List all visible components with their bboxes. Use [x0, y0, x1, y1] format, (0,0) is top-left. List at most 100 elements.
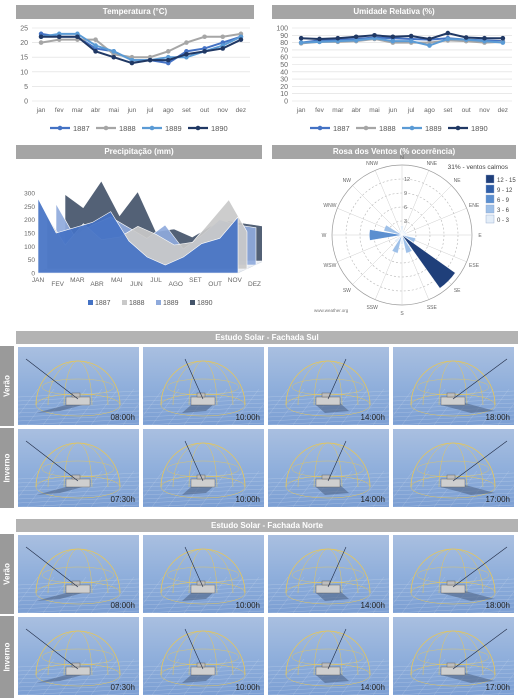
legend-swatch — [485, 194, 495, 204]
solar-scene — [18, 358, 139, 425]
precipitation-chart: Precipitação (mm) 0 50 100 150 200 250 300 JAN F… — [16, 145, 262, 315]
solar-scene — [268, 628, 389, 695]
legend-entry: 0 - 3 — [497, 218, 510, 224]
sun-ray — [452, 628, 508, 670]
spoke — [352, 185, 403, 236]
ground-grid — [372, 403, 389, 425]
building — [446, 580, 456, 586]
sun-ray — [452, 358, 508, 400]
ground-grid — [219, 610, 264, 613]
ring-label: 9 — [404, 191, 407, 197]
ground-grid — [18, 684, 139, 692]
data-point — [147, 57, 153, 63]
direction-label: SW — [343, 288, 351, 294]
x-tick-label: ABR — [90, 281, 104, 288]
data-point — [482, 35, 487, 41]
ground-grid — [340, 470, 369, 507]
x-tick-label: DEZ — [248, 281, 261, 288]
y-tick-label: 40 — [280, 69, 288, 76]
legend-entry-1890: 1890 — [471, 124, 488, 133]
building — [321, 392, 331, 398]
y-tick-label: 25 — [20, 26, 28, 33]
ground-grid — [393, 598, 514, 606]
direction-label: NW — [343, 178, 352, 184]
ground-grid — [393, 414, 514, 422]
y-tick-label: 50 — [28, 257, 36, 264]
building — [315, 478, 341, 488]
y-tick-label: 0 — [31, 271, 35, 278]
solar-tile: 14:00h — [268, 429, 389, 507]
rose-petal-S — [400, 234, 404, 245]
sun-ray — [327, 358, 347, 400]
building-shadow — [316, 591, 349, 601]
direction-label: W — [322, 233, 327, 239]
data-point — [353, 38, 359, 43]
solar-scene — [143, 546, 264, 613]
ground-grid — [18, 602, 139, 610]
ground-grid — [268, 492, 389, 500]
data-point — [202, 49, 207, 54]
x-tick-label: dez — [498, 107, 508, 114]
y-tick-label: 90 — [280, 33, 288, 40]
direction-label: WSW — [324, 263, 337, 269]
data-point — [93, 37, 98, 42]
y-tick-label: 100 — [276, 26, 288, 33]
sun-ray — [25, 440, 79, 482]
ground-grid — [219, 504, 264, 507]
ground-grid — [393, 492, 514, 500]
sun-dome — [416, 378, 490, 396]
x-tick-label: set — [182, 107, 191, 114]
sun-dome — [166, 378, 240, 396]
solar-south-title: Estudo Solar - Fachada Sul — [16, 331, 518, 344]
building — [71, 662, 81, 668]
y-tick-label: 80 — [280, 40, 288, 47]
ground-grid — [433, 576, 462, 613]
ground-grid — [372, 485, 389, 507]
building-shadow — [441, 673, 495, 683]
ground-grid — [268, 680, 389, 688]
solar-scene — [18, 546, 139, 613]
ground-grid — [58, 576, 87, 613]
ground-grid — [340, 576, 369, 613]
ground-grid — [497, 485, 514, 507]
x-tick-label: set — [443, 107, 452, 114]
ground-grid — [268, 414, 389, 422]
y-tick-label: 20 — [280, 84, 288, 91]
rose-petal-WNW — [383, 224, 403, 236]
x-tick-label: nov — [479, 107, 490, 114]
sun-ray — [184, 358, 204, 400]
ground-grid — [215, 470, 244, 507]
ground-grid — [74, 576, 103, 613]
legend-marker — [103, 125, 109, 131]
solar-scene — [393, 628, 514, 695]
sun-dome — [313, 548, 343, 594]
ground-grid — [356, 388, 385, 425]
data-point — [38, 40, 44, 45]
sun-dome — [41, 648, 115, 666]
y-tick-label: 10 — [20, 69, 28, 76]
y-tick-label: 300 — [24, 191, 35, 198]
x-tick-label: mar — [332, 107, 344, 114]
solar-south-summer-label: Verão — [0, 346, 14, 426]
y-tick-label: 15 — [20, 55, 28, 62]
ground-grid — [94, 422, 139, 425]
legend-entry-1890: 1890 — [211, 124, 228, 133]
sun-dome — [291, 378, 365, 396]
ground-grid — [199, 658, 228, 695]
sun-dome — [313, 442, 343, 488]
solar-time-label: 18:00h — [485, 413, 510, 422]
data-point — [38, 34, 44, 40]
x-tick-label: FEV — [51, 281, 64, 288]
legend-entry: 12 - 15 — [497, 178, 516, 184]
legend-swatch — [485, 184, 495, 194]
ground-grid — [393, 410, 514, 418]
ground-grid — [18, 496, 139, 504]
ground-grid — [143, 492, 264, 500]
building — [190, 396, 216, 406]
ground-grid — [18, 680, 139, 688]
solar-time-label: 17:00h — [485, 495, 510, 504]
ground-grid — [74, 470, 103, 507]
calm-winds-note: 31% - ventos calmos — [448, 164, 509, 171]
sun-dome — [41, 566, 115, 584]
ground-grid — [393, 658, 414, 686]
